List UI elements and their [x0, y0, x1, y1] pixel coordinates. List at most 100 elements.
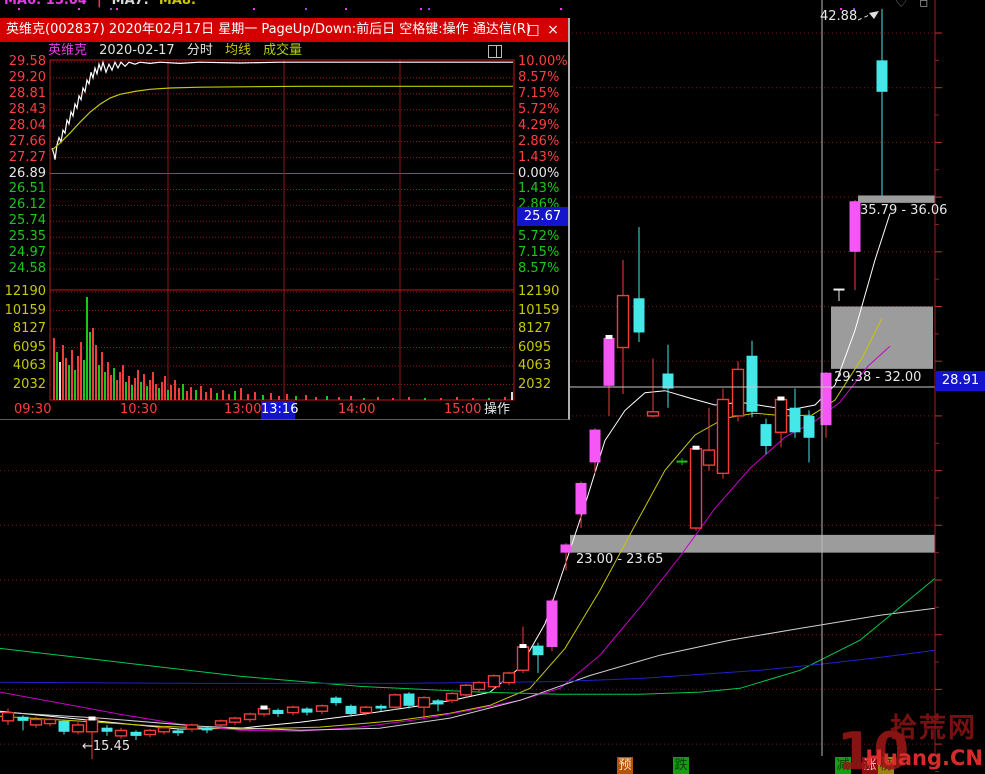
candle[interactable]	[546, 599, 558, 652]
window-mode-icon[interactable]: ▫	[919, 0, 929, 11]
candle[interactable]	[616, 260, 630, 395]
popup-volume-label-right: 12190	[518, 284, 560, 299]
candle[interactable]	[101, 724, 113, 736]
bottom-shortcut-涨[interactable]: 涨	[862, 757, 878, 774]
candle[interactable]	[315, 704, 329, 715]
volume-bar	[80, 342, 82, 400]
candle[interactable]	[774, 396, 788, 448]
popup-title-bar[interactable]: 英维克(002837) 2020年02月17日 星期一 PageUp/Down:…	[0, 18, 568, 42]
candle[interactable]	[388, 693, 402, 710]
bottom-shortcut-跌[interactable]: 跌	[673, 757, 689, 774]
close-button[interactable]: ×	[547, 22, 559, 38]
candle[interactable]	[272, 708, 284, 717]
bottom-shortcut-榜[interactable]: 榜	[878, 757, 894, 774]
candle[interactable]	[502, 671, 516, 686]
candle[interactable]	[403, 692, 415, 709]
volume-bar	[178, 388, 180, 400]
bottom-shortcut-减[interactable]: 减	[835, 757, 851, 774]
volume-bar	[270, 393, 272, 400]
volume-bar	[56, 352, 58, 400]
intraday-popup-window[interactable]: 英维克(002837) 2020年02月17日 星期一 PageUp/Down:…	[0, 18, 570, 420]
popup-pct-label: 10.00%	[518, 54, 568, 69]
candle[interactable]	[359, 705, 373, 716]
candle[interactable]	[689, 445, 703, 531]
candle[interactable]	[29, 716, 43, 728]
candle[interactable]	[833, 288, 845, 302]
candle[interactable]	[560, 543, 572, 571]
candle[interactable]	[633, 227, 645, 343]
candle[interactable]	[243, 712, 257, 723]
clipped-dot	[428, 8, 430, 10]
candle[interactable]	[58, 719, 70, 735]
volume-bar	[186, 391, 188, 400]
popup-pct-label: 7.15%	[518, 245, 560, 261]
candle[interactable]	[702, 407, 716, 471]
candle[interactable]	[716, 388, 730, 479]
intraday-chart[interactable]	[0, 18, 570, 420]
candle[interactable]	[662, 344, 674, 408]
candle[interactable]	[731, 361, 745, 422]
candle[interactable]	[646, 358, 660, 418]
popup-price-label: 24.58	[8, 261, 46, 277]
candle[interactable]	[130, 730, 142, 740]
volume-bar	[216, 393, 218, 400]
candle[interactable]	[459, 683, 473, 698]
candle[interactable]	[676, 458, 688, 466]
candle[interactable]	[589, 428, 601, 474]
action-menu-button[interactable]: 操作	[484, 402, 511, 417]
candle[interactable]	[603, 334, 615, 416]
volume-bar	[392, 398, 394, 400]
candle[interactable]	[746, 340, 758, 418]
volume-bar	[146, 386, 148, 400]
volume-bar	[161, 382, 163, 400]
layout-icon[interactable]	[488, 45, 502, 58]
candle[interactable]	[185, 723, 199, 732]
candle[interactable]	[876, 8, 888, 196]
candle[interactable]	[17, 715, 29, 731]
candle[interactable]	[375, 704, 387, 712]
candle[interactable]	[445, 692, 459, 704]
minimize-button[interactable]: □	[526, 22, 540, 38]
candle[interactable]	[114, 727, 128, 739]
candle[interactable]	[849, 199, 861, 291]
bottom-shortcut-预[interactable]: 预	[617, 757, 633, 774]
candle[interactable]	[820, 372, 832, 438]
candle[interactable]	[157, 726, 171, 735]
clipped-dot	[840, 8, 842, 10]
candle[interactable]	[789, 388, 801, 438]
volume-bar	[110, 375, 112, 400]
candle[interactable]	[532, 642, 544, 673]
candle[interactable]	[301, 707, 313, 716]
candle[interactable]	[214, 719, 228, 728]
favorite-heart-icon[interactable]: ♡	[895, 0, 908, 11]
candle[interactable]	[201, 726, 213, 734]
candle[interactable]	[345, 704, 357, 717]
candle[interactable]	[760, 418, 772, 455]
popup-pct-label: 7.15%	[518, 85, 560, 101]
candle[interactable]	[417, 696, 431, 719]
ma-long-blue	[0, 649, 936, 684]
candle[interactable]	[85, 716, 99, 760]
ma-long-gray	[0, 607, 936, 731]
volume-bar	[77, 356, 79, 400]
candle[interactable]	[228, 716, 242, 725]
candle[interactable]	[803, 410, 815, 463]
candle[interactable]	[432, 698, 444, 712]
candle[interactable]	[472, 681, 486, 693]
intraday-price-line	[51, 59, 513, 160]
candle[interactable]	[330, 696, 342, 706]
candle[interactable]	[1, 708, 15, 725]
volume-bar	[113, 368, 115, 400]
volume-bar	[125, 382, 127, 400]
candle[interactable]	[257, 705, 271, 717]
candle[interactable]	[143, 729, 157, 738]
candle[interactable]	[43, 718, 57, 727]
crosshair-price-box: 28.91	[936, 371, 985, 391]
candle[interactable]	[487, 674, 501, 690]
candle[interactable]	[71, 722, 85, 735]
candle[interactable]	[286, 705, 300, 716]
popup-time-label: 15:00	[444, 402, 482, 417]
candle[interactable]	[575, 481, 587, 529]
candle[interactable]	[516, 626, 530, 673]
candle[interactable]	[172, 729, 184, 736]
